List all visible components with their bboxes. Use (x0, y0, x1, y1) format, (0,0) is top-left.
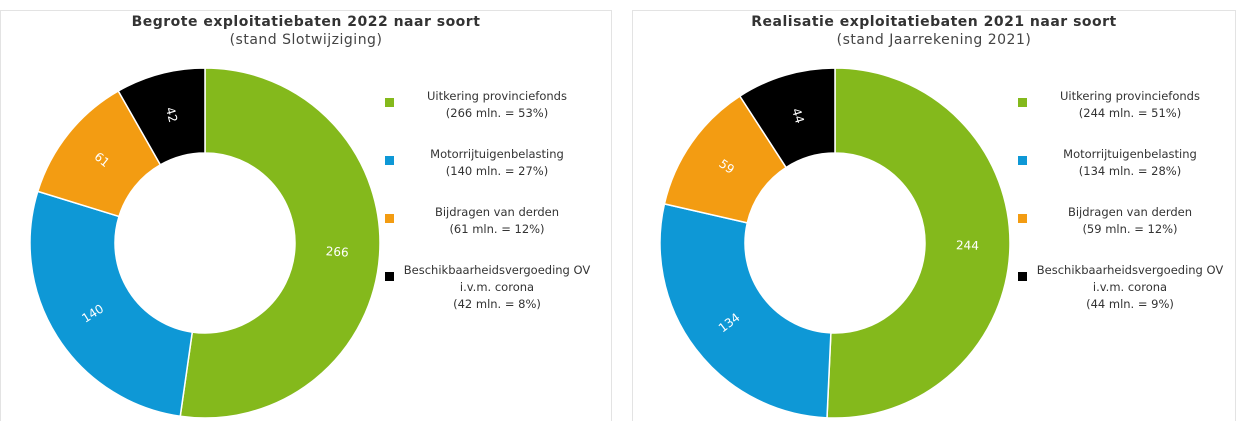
legend-note: (134 mln. = 28%) (1078, 164, 1182, 178)
legend-label: Beschikbaarheidsvergoeding OV i.v.m. cor… (1036, 263, 1224, 294)
chart-subtitle: (stand Jaarrekening 2021) (836, 32, 1032, 48)
data-label: 44 (789, 106, 807, 125)
slice (826, 67, 1011, 419)
legend-label: Bijdragen van derden (434, 205, 560, 219)
legend-item: Beschikbaarheidsvergoeding OV i.v.m. cor… (385, 262, 595, 313)
legend-note: (59 mln. = 12%) (1082, 222, 1178, 236)
legend-label: Beschikbaarheidsvergoeding OV i.v.m. cor… (403, 263, 591, 294)
legend-item: Uitkering provinciefonds (266 mln. = 53%) (385, 88, 595, 122)
legend-label: Uitkering provinciefonds (427, 89, 567, 103)
slice (179, 67, 381, 419)
legend-item: Bijdragen van derden (59 mln. = 12%) (1018, 204, 1228, 238)
legend-swatch (1018, 272, 1027, 281)
slice (117, 67, 206, 166)
chart-subtitle: (stand Slotwijziging) (229, 32, 383, 48)
legend-item: Uitkering provinciefonds (244 mln. = 51%) (1018, 88, 1228, 122)
chart-title: Begrote exploitatiebaten 2022 naar soort (131, 14, 481, 30)
legend-label: Motorrijtuigenbelasting (430, 147, 564, 161)
legend-label: Uitkering provinciefonds (1060, 89, 1200, 103)
legend-swatch (1018, 214, 1027, 223)
data-label: 42 (163, 106, 180, 124)
data-label: 244 (956, 238, 979, 253)
legend-item: Motorrijtuigenbelasting (140 mln. = 27%) (385, 146, 595, 180)
legend-swatch (385, 214, 394, 223)
legend-swatch (1018, 156, 1027, 165)
legend-note: (266 mln. = 53%) (445, 106, 549, 120)
slice (738, 67, 836, 169)
legend-note: (44 mln. = 9%) (1086, 297, 1174, 311)
legend-swatch (385, 98, 394, 107)
legend-swatch (385, 272, 394, 281)
legend-label: Bijdragen van derden (1067, 205, 1193, 219)
legend-note: (140 mln. = 27%) (445, 164, 549, 178)
legend-swatch (385, 156, 394, 165)
slice (659, 203, 832, 419)
chart-title: Realisatie exploitatiebaten 2021 naar so… (751, 14, 1117, 30)
legend-item: Motorrijtuigenbelasting (134 mln. = 28%) (1018, 146, 1228, 180)
legend-note: (61 mln. = 12%) (449, 222, 545, 236)
legend-label: Motorrijtuigenbelasting (1063, 147, 1197, 161)
legend-item: Bijdragen van derden (61 mln. = 12%) (385, 204, 595, 238)
slice (29, 190, 194, 418)
legend-note: (244 mln. = 51%) (1078, 106, 1182, 120)
data-label: 266 (325, 244, 349, 260)
legend-note: (42 mln. = 8%) (453, 297, 541, 311)
legend-item: Beschikbaarheidsvergoeding OV i.v.m. cor… (1018, 262, 1228, 313)
panel (0, 10, 612, 421)
legend-swatch (1018, 98, 1027, 107)
